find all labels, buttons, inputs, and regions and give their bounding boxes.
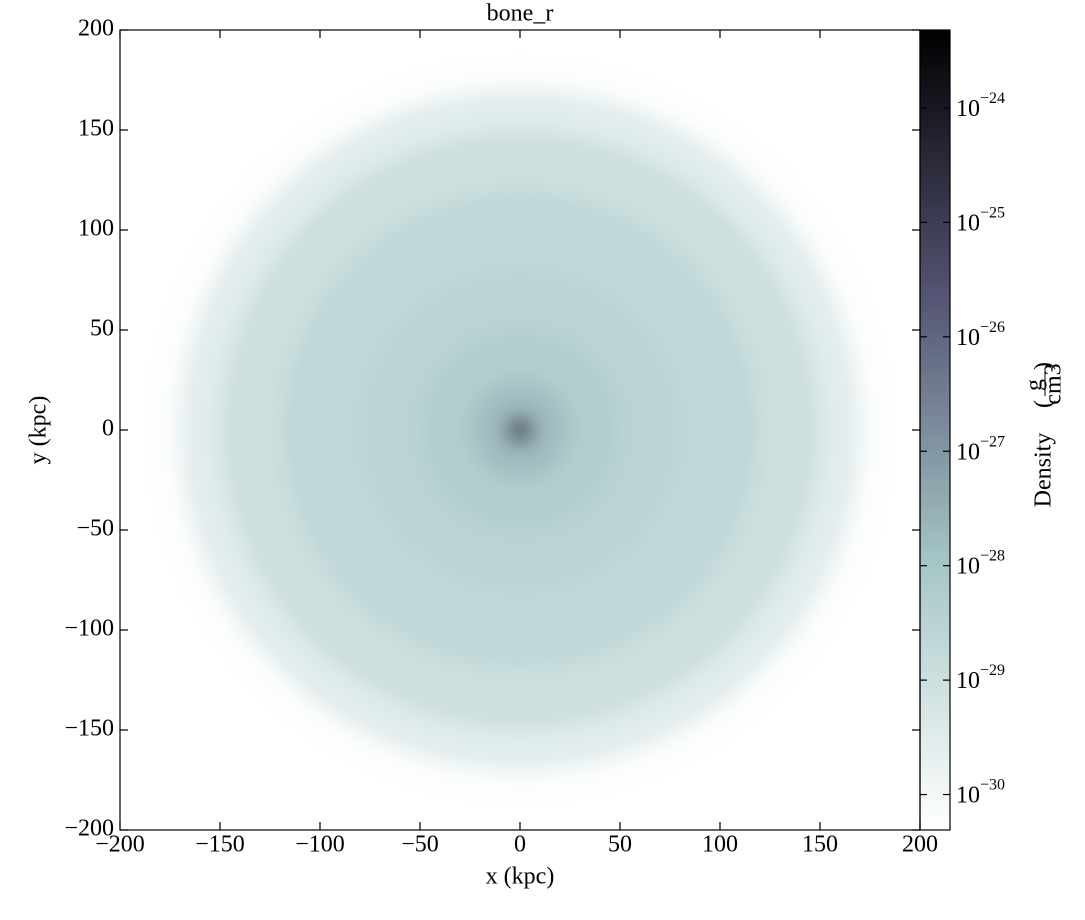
y-tick-label: 100 <box>78 216 114 242</box>
colorbar-title: Density <box>1031 433 1057 508</box>
paren: ( <box>1031 400 1057 408</box>
y-tick-label: −50 <box>76 516 114 542</box>
density-field <box>150 60 890 800</box>
y-tick-label: 0 <box>102 416 114 442</box>
colorbar-tick-label: 10−30 <box>956 776 1005 808</box>
tick-exponent: −24 <box>980 90 1005 107</box>
tick-base: 10 <box>956 782 980 808</box>
colorbar-tick-label: 10−26 <box>956 318 1005 350</box>
tick-base: 10 <box>956 553 980 579</box>
y-tick-label: 50 <box>90 316 114 342</box>
x-tick-label: −100 <box>295 832 345 858</box>
x-tick-label: 50 <box>608 832 632 858</box>
chart-title: bone_r <box>487 1 554 27</box>
tick-base: 10 <box>956 324 980 350</box>
x-tick-label: 0 <box>514 832 526 858</box>
x-tick-label: −150 <box>195 832 245 858</box>
unit-numerator: g <box>1022 379 1048 391</box>
y-tick-label: −150 <box>64 716 114 742</box>
colorbar-tick-label: 10−27 <box>956 433 1005 465</box>
tick-exponent: −26 <box>980 318 1005 335</box>
y-axis-label: y (kpc) <box>26 396 52 465</box>
y-tick-label: −100 <box>64 616 114 642</box>
y-tick-label: 200 <box>78 16 114 42</box>
x-tick-label: 150 <box>802 832 838 858</box>
density-image <box>150 60 890 800</box>
paren: ) <box>1031 362 1057 370</box>
y-tick-label: −200 <box>64 816 114 842</box>
colorbar-tick-label: 10−28 <box>956 547 1005 579</box>
x-axis-label: x (kpc) <box>486 864 555 890</box>
tick-base: 10 <box>956 668 980 694</box>
x-tick-label: −50 <box>401 832 439 858</box>
tick-base: 10 <box>956 439 980 465</box>
tick-exponent: −25 <box>980 204 1005 221</box>
tick-exponent: −27 <box>980 433 1005 450</box>
unit-denominator: cm3 <box>1041 363 1067 404</box>
colorbar-tick-label: 10−25 <box>956 204 1005 236</box>
tick-base: 10 <box>956 95 980 121</box>
tick-exponent: −29 <box>980 662 1005 679</box>
colorbar <box>920 30 950 830</box>
tick-exponent: −28 <box>980 547 1005 564</box>
colorbar-tick-label: 10−24 <box>956 90 1005 122</box>
x-tick-label: 200 <box>902 832 938 858</box>
tick-base: 10 <box>956 210 980 236</box>
colorbar-tick-label: 10−29 <box>956 662 1005 694</box>
x-tick-label: 100 <box>702 832 738 858</box>
y-tick-label: 150 <box>78 116 114 142</box>
x-tick-label: −200 <box>95 832 145 858</box>
density-ring <box>512 422 528 438</box>
tick-exponent: −30 <box>980 776 1005 793</box>
